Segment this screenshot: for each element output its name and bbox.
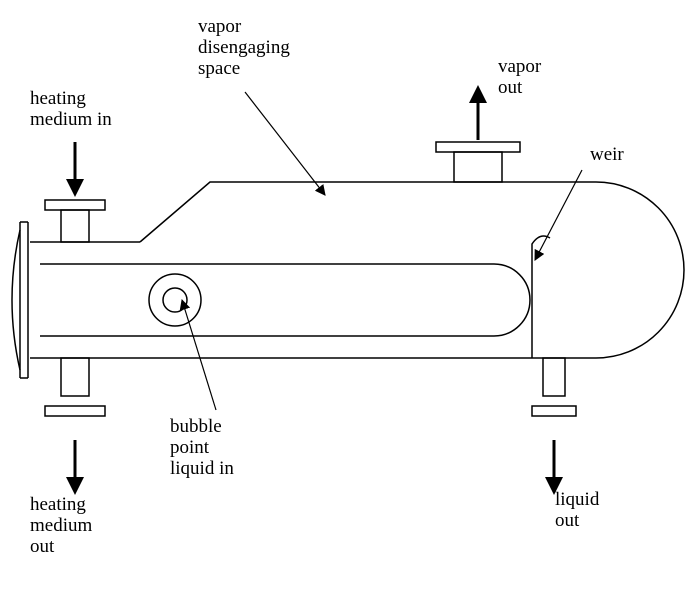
- tube-end-outer: [149, 274, 201, 326]
- label-vapor-out: vaporout: [498, 56, 542, 98]
- nozzle-vapor-out: [436, 142, 520, 182]
- tube-end-inner: [163, 288, 187, 312]
- weir-plate: [532, 236, 550, 358]
- label-bubble-point-liquid-in: bubblepointliquid in: [170, 416, 234, 479]
- left-head-cap: [12, 230, 20, 370]
- pointer-vapor-space: [245, 92, 325, 195]
- pointer-bubble-point: [182, 300, 216, 410]
- pointer-weir: [535, 170, 582, 260]
- label-vapor-disengaging-space: vapordisengagingspace: [198, 16, 290, 79]
- nozzle-heating-in: [45, 200, 105, 242]
- nozzle-liquid-out: [532, 358, 576, 416]
- label-weir: weir: [590, 144, 624, 165]
- label-liquid-out: liquidout: [555, 489, 600, 531]
- kettle-reboiler-diagram: heatingmedium in heatingmediumout vapordis…: [0, 0, 697, 608]
- label-heating-medium-in: heatingmedium in: [30, 88, 112, 130]
- nozzle-heating-out: [45, 358, 105, 416]
- label-heating-medium-out: heatingmediumout: [30, 494, 92, 557]
- shell-outline: [140, 182, 684, 358]
- tube-bundle-outline: [40, 264, 530, 336]
